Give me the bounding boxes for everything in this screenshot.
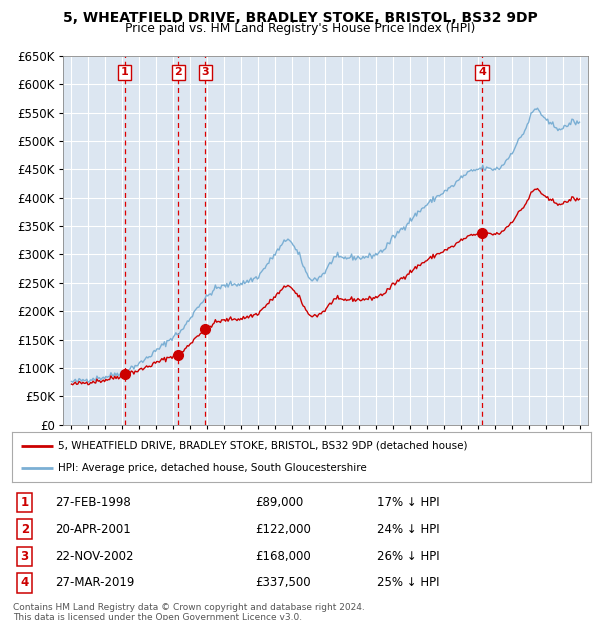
Text: 27-MAR-2019: 27-MAR-2019 — [55, 577, 135, 590]
Text: £89,000: £89,000 — [255, 496, 304, 509]
Text: 5, WHEATFIELD DRIVE, BRADLEY STOKE, BRISTOL, BS32 9DP (detached house): 5, WHEATFIELD DRIVE, BRADLEY STOKE, BRIS… — [58, 441, 468, 451]
Text: £168,000: £168,000 — [255, 550, 311, 563]
Text: 25% ↓ HPI: 25% ↓ HPI — [377, 577, 439, 590]
Text: £337,500: £337,500 — [255, 577, 311, 590]
Text: HPI: Average price, detached house, South Gloucestershire: HPI: Average price, detached house, Sout… — [58, 463, 367, 473]
Text: 3: 3 — [202, 68, 209, 78]
Text: 4: 4 — [20, 577, 29, 590]
Text: 24% ↓ HPI: 24% ↓ HPI — [377, 523, 439, 536]
Text: 22-NOV-2002: 22-NOV-2002 — [55, 550, 134, 563]
Text: 4: 4 — [478, 68, 486, 78]
Text: 5, WHEATFIELD DRIVE, BRADLEY STOKE, BRISTOL, BS32 9DP: 5, WHEATFIELD DRIVE, BRADLEY STOKE, BRIS… — [62, 11, 538, 25]
Text: 26% ↓ HPI: 26% ↓ HPI — [377, 550, 439, 563]
Text: 17% ↓ HPI: 17% ↓ HPI — [377, 496, 439, 509]
Text: £122,000: £122,000 — [255, 523, 311, 536]
Text: 2: 2 — [20, 523, 29, 536]
Text: 2: 2 — [174, 68, 182, 78]
Text: 3: 3 — [20, 550, 29, 563]
Text: 27-FEB-1998: 27-FEB-1998 — [55, 496, 131, 509]
Text: 20-APR-2001: 20-APR-2001 — [55, 523, 131, 536]
Text: Price paid vs. HM Land Registry's House Price Index (HPI): Price paid vs. HM Land Registry's House … — [125, 22, 475, 35]
Text: 1: 1 — [121, 68, 128, 78]
Text: Contains HM Land Registry data © Crown copyright and database right 2024.
This d: Contains HM Land Registry data © Crown c… — [13, 603, 365, 620]
Text: 1: 1 — [20, 496, 29, 509]
